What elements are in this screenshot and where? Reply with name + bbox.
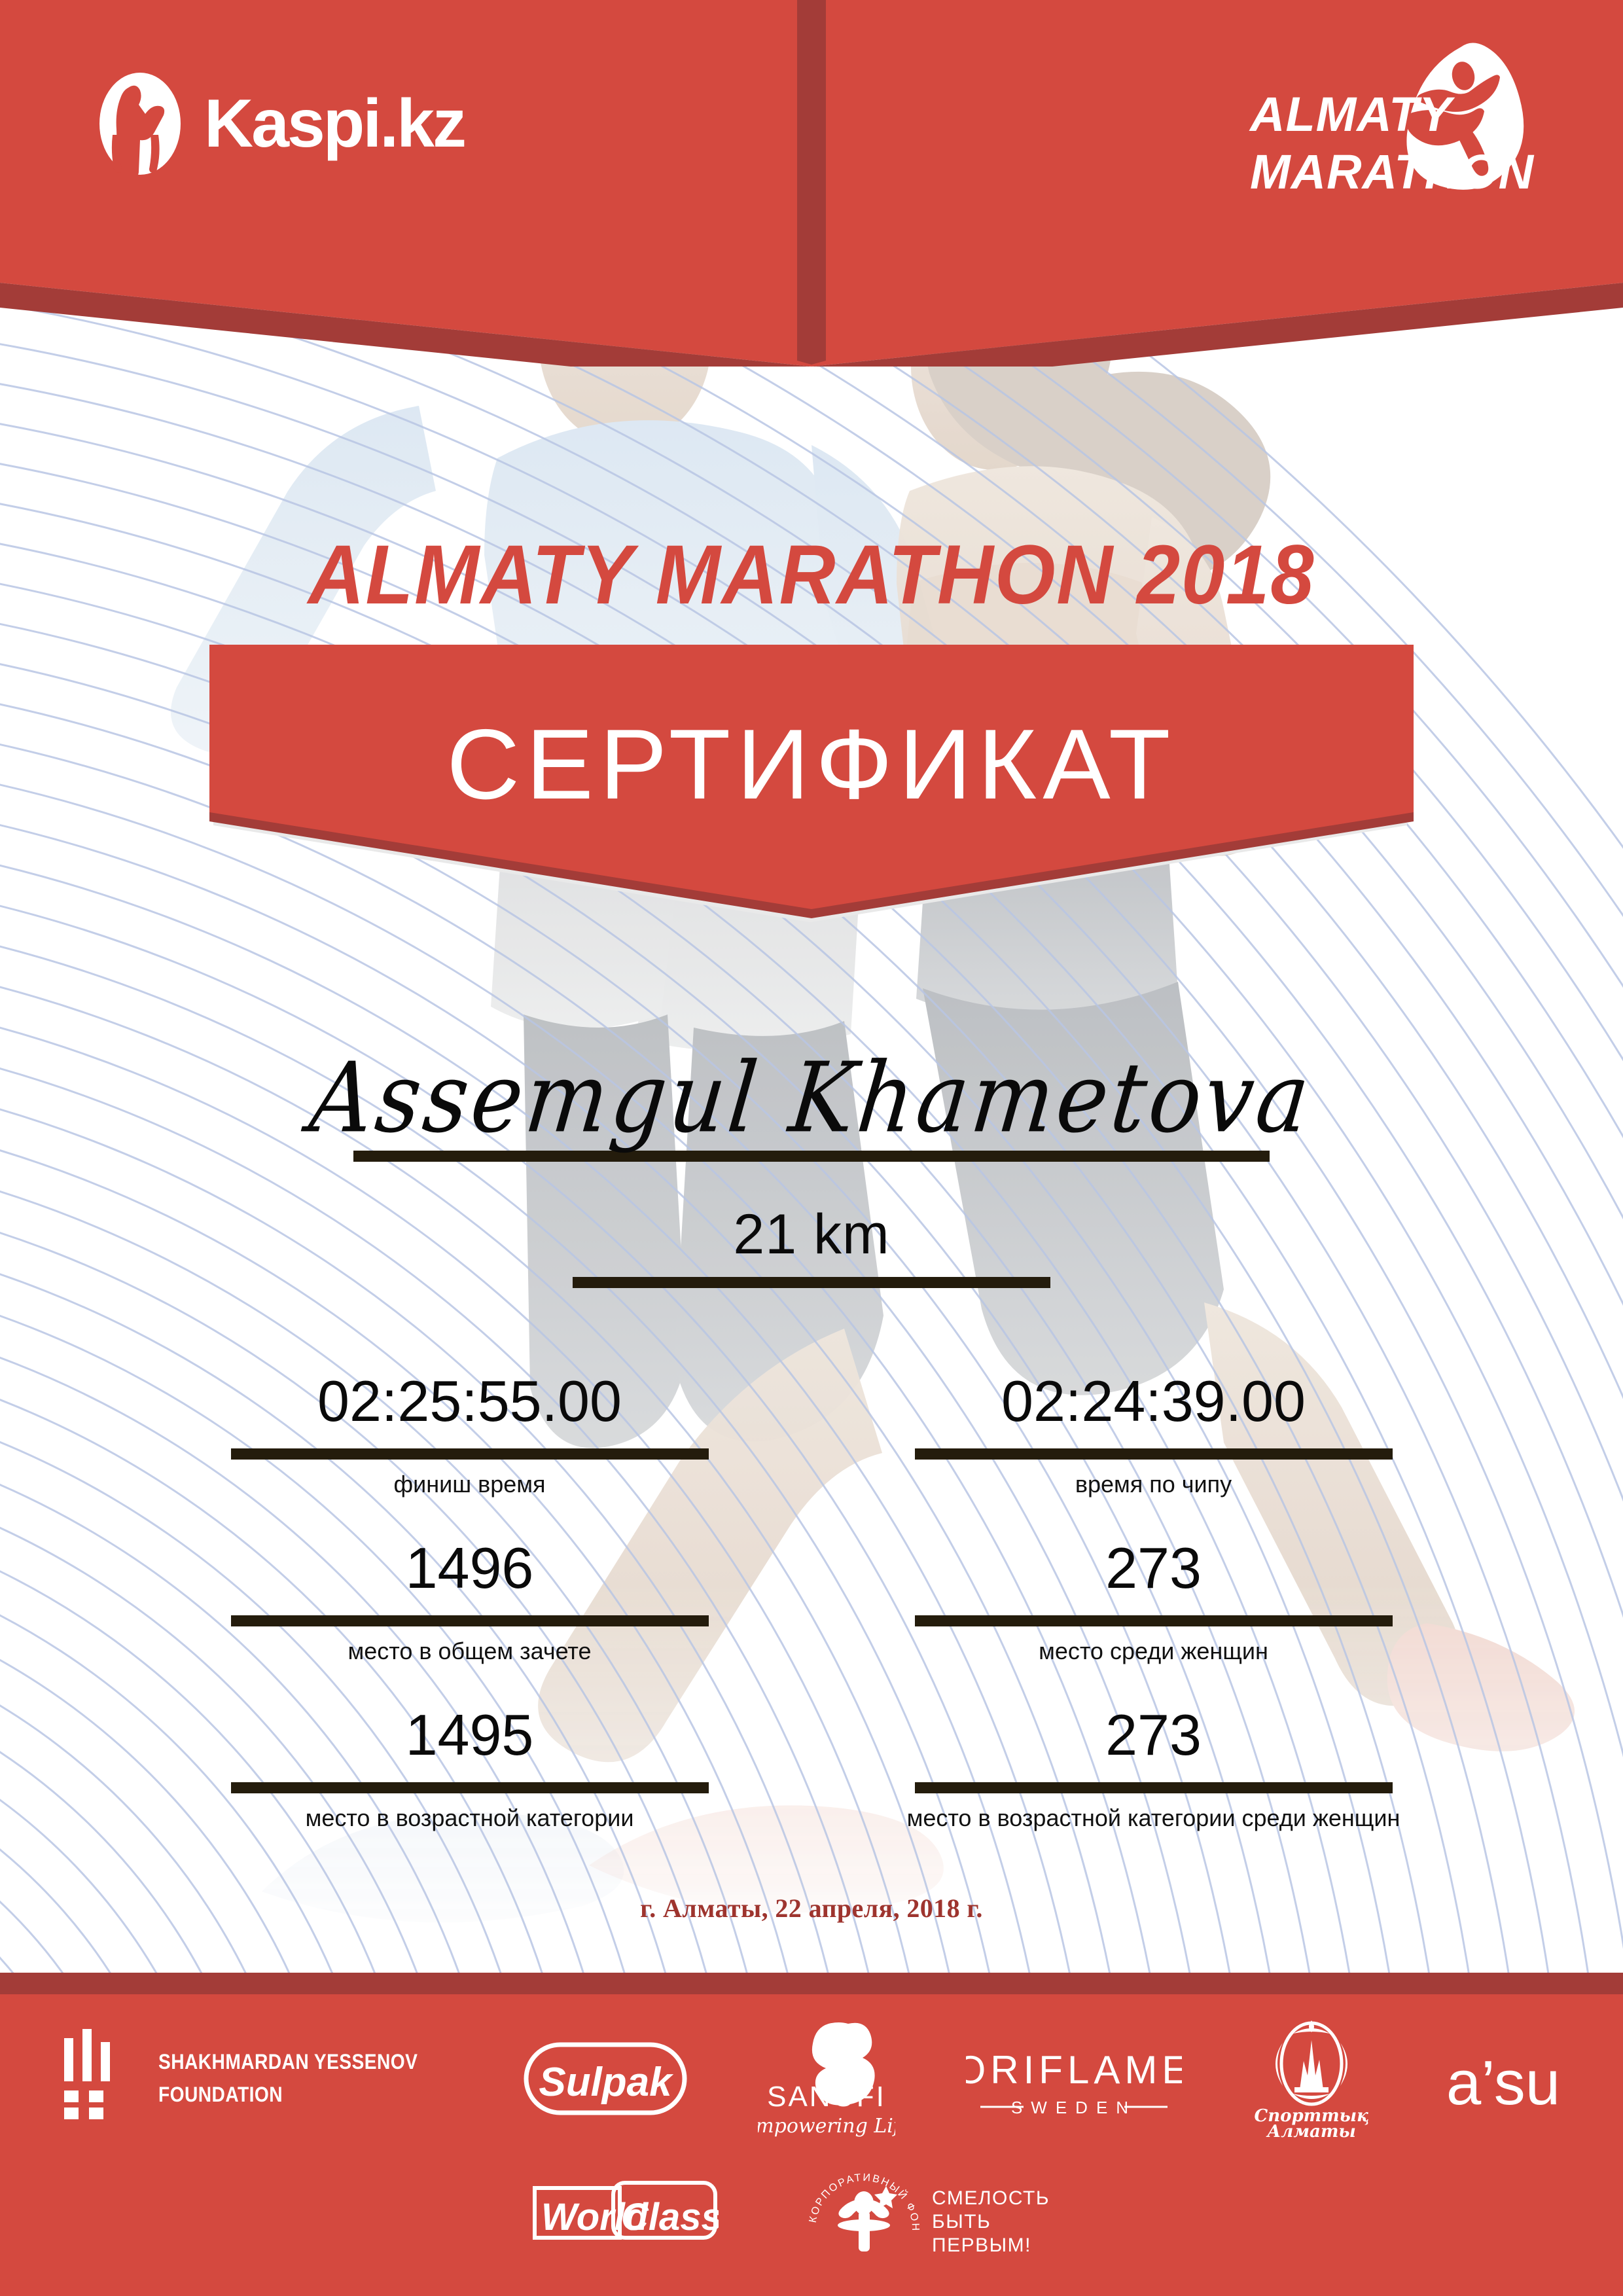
page-title: ALMATY MARATHON 2018 (308, 528, 1315, 622)
class-text: Class (621, 2196, 719, 2238)
yessenov-line-1: SHAKHMARDAN YESSENOV (158, 2050, 418, 2074)
marathon-text: MARATHON (1250, 145, 1535, 199)
header-banner: Kaspi.kz ALMATY MARATHON (0, 0, 1623, 367)
kaspi-wordmark: Kaspi.kz (204, 86, 467, 162)
result-value: 273 (1105, 1702, 1202, 1767)
sanofi-tagline: Empowering Life (758, 2115, 895, 2138)
distance-block: 21 km (0, 1206, 1623, 1288)
kaspi-mark-icon (98, 72, 182, 175)
oriflame-tagline: SWEDEN (1011, 2098, 1137, 2117)
sponsor-logo-yessenov: SHAKHMARDAN YESSENOV FOUNDATION (58, 2026, 453, 2131)
sponsor-logo-oriflame: ORIFLAME SWEDEN (966, 2035, 1182, 2123)
yessenov-line-2: FOUNDATION (158, 2083, 283, 2106)
sponsor-row-primary: SHAKHMARDAN YESSENOV FOUNDATION Sulpak S… (0, 2017, 1623, 2141)
result-underline (914, 1615, 1393, 1627)
smelost-line-1: СМЕЛОСТЬ (932, 2187, 1050, 2209)
asu-wordmark: a’su (1446, 2048, 1560, 2118)
yessenov-mark-icon (63, 2029, 110, 2119)
results-grid: 02:25:55.00 финиш время 02:24:39.00 врем… (0, 1371, 1623, 1831)
result-value: 273 (1105, 1535, 1202, 1600)
sponsor-logo-sport-almaty: Спорттық Алматы (1253, 2017, 1370, 2141)
distance-value: 21 km (733, 1203, 890, 1266)
yessenov-wordmark: SHAKHMARDAN YESSENOV FOUNDATION (158, 2046, 418, 2111)
sponsor-logo-sanofi: SANOFI Empowering Life (758, 2018, 895, 2140)
distance-underline (573, 1277, 1050, 1288)
almaty-text: ALMATY (1249, 87, 1455, 141)
sponsor-logo-asu: a’su (1441, 2036, 1565, 2121)
result-cell-finish-time: 02:25:55.00 финиш время (128, 1371, 812, 1498)
certificate-banner-label: СЕРТИФИКАТ (446, 709, 1177, 820)
sanofi-wordmark: SANOFI (767, 2081, 886, 2113)
result-value: 1496 (405, 1535, 534, 1600)
sponsor-logo-smelost: КОРПОРАТИВНЫЙ ФОНД СМЕЛОСТЬ БЫТЬ ПЕРВЫМ! (804, 2166, 1092, 2258)
sponsor-logo-sulpak: Sulpak (524, 2041, 687, 2117)
result-label: время по чипу (1075, 1471, 1232, 1498)
sponsor-logo-world-class: World Class (532, 2176, 719, 2248)
result-cell-chip-time: 02:24:39.00 время по чипу (812, 1371, 1495, 1498)
sponsor-row-secondary: World Class КОРПОРАТИВНЫЙ ФОНД (0, 2160, 1623, 2265)
participant-name-block: Assemgul Khametova (0, 1042, 1623, 1162)
smelost-line-3: ПЕРВЫМ! (932, 2234, 1031, 2256)
result-label: место в возрастной категории (305, 1804, 634, 1832)
result-value: 1495 (405, 1702, 534, 1767)
sulpak-wordmark: Sulpak (539, 2060, 675, 2105)
participant-name: Assemgul Khametova (305, 1041, 1318, 1155)
result-label: место среди женщин (1039, 1638, 1268, 1665)
result-cell-age-group-women-place: 273 место в возрастной категории среди ж… (812, 1702, 1495, 1832)
result-cell-overall-place: 1496 место в общем зачете (128, 1535, 812, 1665)
result-cell-women-place: 273 место среди женщин (812, 1535, 1495, 1665)
result-underline (914, 1448, 1393, 1460)
result-underline (914, 1782, 1393, 1794)
result-underline (230, 1448, 709, 1460)
oriflame-wordmark: ORIFLAME (966, 2048, 1182, 2092)
smelost-line-2: БЫТЬ (932, 2211, 991, 2233)
result-label: место в возрастной категории среди женщи… (906, 1804, 1400, 1832)
result-cell-age-group-place: 1495 место в возрастной категории (128, 1702, 812, 1832)
event-date-location: г. Алматы, 22 апреля, 2018 г. (640, 1893, 983, 1923)
result-label: финиш время (393, 1471, 546, 1498)
sport-almaty-line-2: Алматы (1266, 2122, 1356, 2141)
result-label: место в общем зачете (348, 1638, 592, 1665)
almaty-marathon-logo: ALMATY MARATHON (1245, 39, 1539, 203)
sponsor-footer: SHAKHMARDAN YESSENOV FOUNDATION Sulpak S… (0, 1973, 1623, 2296)
result-underline (230, 1615, 709, 1627)
result-value: 02:25:55.00 (317, 1369, 622, 1433)
result-value: 02:24:39.00 (1001, 1369, 1306, 1433)
footer-divider (0, 1973, 1623, 1994)
result-underline (230, 1782, 709, 1794)
kaspi-logo: Kaspi.kz (98, 72, 467, 175)
certificate-banner: СЕРТИФИКАТ (209, 645, 1414, 926)
